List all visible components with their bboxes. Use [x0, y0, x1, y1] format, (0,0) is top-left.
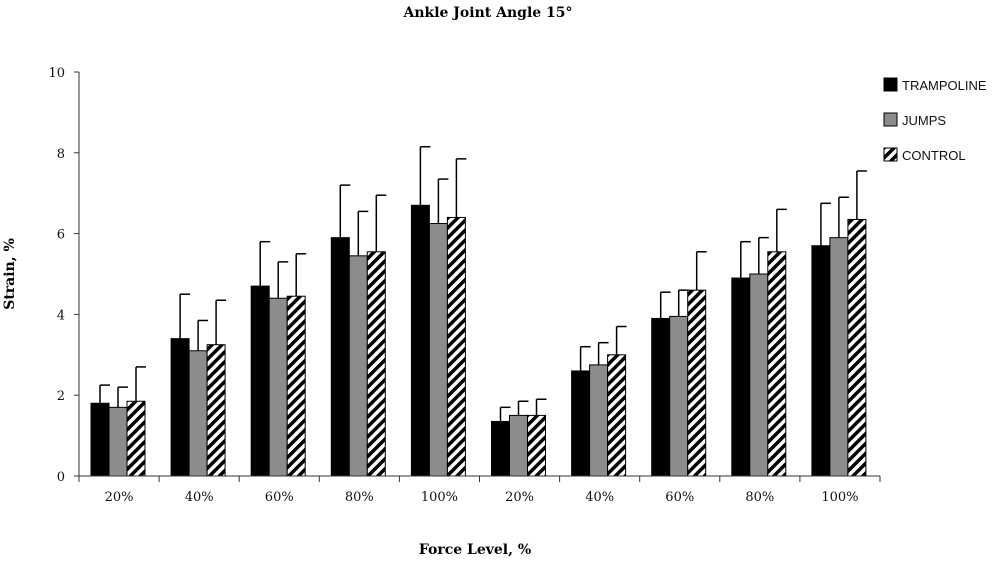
legend-label: JUMPS — [902, 113, 946, 128]
x-tick-label: 20% — [505, 490, 534, 505]
bar-trampoline — [731, 277, 751, 477]
bar-control — [527, 414, 546, 477]
bar-jumps — [669, 315, 689, 477]
x-tick-label: 80% — [745, 490, 774, 505]
chart-title: Ankle Joint Angle 15° — [402, 5, 572, 21]
bar-trampoline — [90, 402, 110, 477]
x-axis-title: Force Level, % — [419, 542, 531, 558]
bar-control — [126, 400, 146, 477]
legend: TRAMPOLINE JUMPS CONTROL — [883, 77, 987, 163]
bar-jumps — [188, 350, 208, 477]
bar-control — [286, 295, 306, 477]
legend-swatch — [883, 147, 898, 162]
y-tick-label: 2 — [57, 389, 65, 404]
y-tick-label: 4 — [57, 308, 65, 323]
bar-trampoline — [170, 338, 190, 477]
bar-jumps — [509, 414, 528, 477]
legend-label: TRAMPOLINE — [902, 78, 987, 93]
bar-trampoline — [410, 204, 430, 477]
bar-control — [607, 354, 627, 477]
bar-jumps — [108, 406, 128, 477]
bar-trampoline — [491, 420, 510, 477]
y-tick-label: 10 — [48, 66, 65, 81]
bar-control — [446, 216, 466, 477]
bar-jumps — [348, 255, 368, 477]
y-axis-title: Strain, % — [2, 238, 18, 310]
bar-trampoline — [811, 245, 831, 477]
x-tick-label: 100% — [421, 490, 458, 505]
bar-jumps — [829, 237, 849, 477]
bar-control — [366, 251, 386, 477]
bar-control — [767, 251, 787, 477]
bar-trampoline — [330, 237, 350, 477]
plot-area: 0 2 4 6 8 10 20% 40% 60% 80% 100% 20% 40% 60% 80% 100% — [48, 66, 881, 505]
y-tick-label: 6 — [57, 228, 65, 243]
bar-control — [847, 218, 867, 477]
bar-trampoline — [571, 370, 591, 477]
x-tick-label: 20% — [105, 490, 134, 505]
legend-swatch — [883, 77, 898, 92]
y-tick-label: 8 — [57, 147, 65, 162]
x-tick-label: 60% — [665, 490, 694, 505]
x-tick-label: 40% — [185, 490, 214, 505]
legend-label: CONTROL — [902, 148, 966, 163]
y-tick-label: 0 — [57, 470, 65, 485]
bar-trampoline — [250, 285, 270, 477]
bar-jumps — [268, 297, 288, 477]
x-tick-label: 40% — [585, 490, 614, 505]
x-tick-label: 100% — [821, 490, 858, 505]
x-tick-label: 60% — [265, 490, 294, 505]
bar-control — [206, 344, 226, 477]
legend-swatch — [883, 112, 898, 127]
bar-jumps — [428, 223, 448, 477]
bar-control — [687, 289, 707, 477]
bar-jumps — [589, 364, 609, 477]
bar-jumps — [749, 273, 769, 477]
x-tick-label: 80% — [345, 490, 374, 505]
bar-trampoline — [651, 317, 671, 477]
